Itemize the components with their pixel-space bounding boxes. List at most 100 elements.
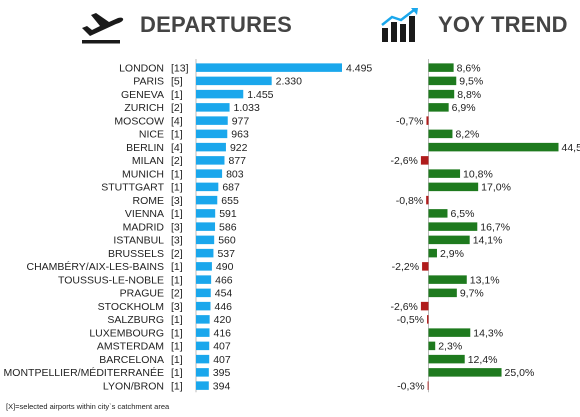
departures-bar — [196, 354, 210, 364]
departures-value-label: 394 — [213, 380, 231, 392]
rising-bar-chart-icon — [381, 8, 418, 42]
departures-bar — [196, 103, 230, 112]
departures-bar — [196, 328, 210, 337]
city-label: NICE — [139, 129, 164, 141]
yoy-bar — [428, 129, 453, 139]
city-label: MONTPELLIER/MÉDITERRANÉE — [4, 366, 164, 379]
yoy-value-label: 8,6% — [457, 62, 481, 74]
yoy-title: YOY TREND — [438, 12, 568, 37]
yoy-bar — [428, 341, 436, 351]
yoy-value-label: -0,7% — [396, 115, 423, 127]
yoy-value-label: 8,8% — [457, 89, 481, 101]
departures-bar — [196, 142, 226, 152]
yoy-bar — [428, 182, 479, 192]
departures-bar — [196, 129, 228, 139]
yoy-value-label: 9,5% — [459, 76, 483, 88]
airport-count-label: [2] — [171, 102, 183, 114]
airport-count-label: [3] — [171, 221, 183, 233]
yoy-bar — [428, 89, 455, 99]
yoy-bar — [420, 301, 429, 311]
yoy-value-label: 12,4% — [468, 354, 498, 366]
yoy-value-label: 17,0% — [481, 182, 511, 194]
airport-count-label: [1] — [171, 327, 183, 339]
yoy-bar — [428, 275, 467, 284]
departures-value-label: 655 — [221, 195, 239, 207]
yoy-bar — [428, 63, 454, 72]
city-label: MADRID — [123, 221, 165, 233]
yoy-bar — [428, 368, 502, 377]
departures-value-label: 922 — [230, 142, 248, 154]
city-label: ROME — [133, 195, 165, 207]
yoy-value-label: -2,6% — [390, 301, 417, 313]
yoy-bar — [428, 288, 457, 298]
city-label: CHAMBÉRY/AIX-LES-BAINS — [26, 260, 164, 273]
departures-bar — [196, 195, 218, 205]
airport-count-label: [1] — [171, 208, 183, 220]
departures-value-label: 591 — [219, 208, 237, 220]
airport-count-label: [3] — [171, 235, 183, 247]
departures-bar — [196, 156, 225, 165]
city-label: BRUSSELS — [108, 248, 164, 260]
yoy-bar — [428, 103, 449, 112]
yoy-bar — [428, 142, 559, 152]
yoy-value-label: 9,7% — [460, 288, 484, 300]
departures-value-label: 407 — [213, 341, 231, 353]
city-label: MILAN — [132, 155, 164, 167]
departures-value-label: 687 — [222, 182, 240, 194]
departures-value-label: 420 — [214, 314, 232, 326]
departures-value-label: 963 — [231, 129, 249, 141]
city-label: STUTTGART — [101, 182, 164, 194]
yoy-value-label: 16,7% — [480, 221, 510, 233]
departures-value-label: 4.495 — [346, 62, 372, 74]
departures-value-label: 586 — [219, 221, 237, 233]
departures-bar — [196, 63, 342, 72]
departures-bar — [196, 76, 272, 86]
departures-value-label: 466 — [215, 274, 233, 286]
departures-bar — [196, 222, 216, 231]
yoy-value-label: -2,2% — [392, 261, 419, 273]
city-label: ZURICH — [124, 102, 164, 114]
airport-count-label: [4] — [171, 142, 183, 154]
yoy-bar — [428, 209, 448, 218]
yoy-bar — [428, 76, 457, 86]
yoy-bar — [426, 116, 429, 125]
yoy-bar — [428, 354, 465, 364]
city-label: LUXEMBOURG — [89, 327, 164, 339]
yoy-value-label: 14,1% — [473, 235, 503, 247]
airport-count-label: [3] — [171, 301, 183, 313]
city-label: TOUSSUS-LE-NOBLE — [58, 274, 164, 286]
departures-bar — [196, 248, 214, 258]
yoy-value-label: 8,2% — [455, 129, 479, 141]
yoy-value-label: 14,3% — [473, 327, 503, 339]
yoy-value-label: 6,5% — [450, 208, 474, 220]
airplane-takeoff-icon — [82, 13, 124, 44]
airport-count-label: [13] — [171, 62, 189, 74]
departures-value-label: 454 — [215, 288, 233, 300]
departures-bar — [196, 116, 228, 125]
yoy-value-label: 2,9% — [440, 248, 464, 260]
departures-value-label: 407 — [213, 354, 231, 366]
yoy-bar — [428, 248, 437, 258]
yoy-bar — [428, 222, 478, 231]
departures-title: DEPARTURES — [140, 12, 292, 37]
yoy-bar — [428, 169, 461, 178]
yoy-value-label: -0,8% — [396, 195, 423, 207]
yoy-bar — [420, 156, 429, 165]
departures-bar — [196, 341, 210, 351]
airport-count-label: [1] — [171, 168, 183, 180]
yoy-value-label: -0,3% — [397, 380, 424, 392]
city-label: LYON/BRON — [103, 380, 164, 392]
yoy-bar — [427, 381, 429, 390]
yoy-value-label: 13,1% — [470, 274, 500, 286]
airport-count-label: [2] — [171, 155, 183, 167]
departures-value-label: 1.455 — [247, 89, 273, 101]
departures-bar — [196, 89, 244, 99]
city-label: VIENNA — [125, 208, 164, 220]
airport-count-label: [1] — [171, 261, 183, 273]
departures-value-label: 877 — [228, 155, 246, 167]
departures-bar — [196, 301, 211, 311]
yoy-bar — [428, 328, 471, 337]
yoy-value-label: 2,3% — [438, 341, 462, 353]
city-label: GENEVA — [121, 89, 164, 101]
